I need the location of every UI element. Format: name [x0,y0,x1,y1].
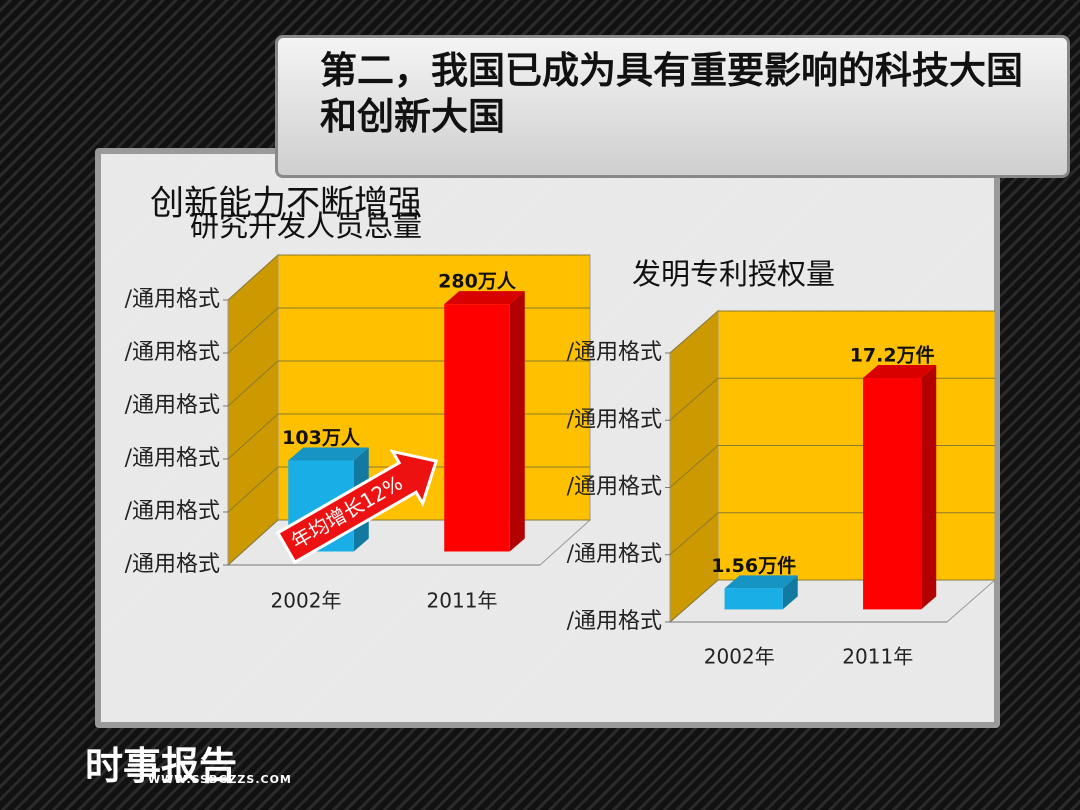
bar-side [921,365,937,610]
x-tick-label: 2002年 [271,589,342,613]
logo-url: WWW.SSBGZZS.COM [148,773,292,786]
bar [863,378,922,610]
y-tick-label: /通用格式 [567,542,662,567]
chart-title: 发明专利授权量 [632,257,835,291]
bar-side [782,575,798,610]
x-tick-label: 2011年 [842,645,913,669]
slide-title: 第二，我国已成为具有重要影响的科技大国和创新大国 [320,49,1023,138]
side-wall [227,253,279,567]
y-tick-label: /通用格式 [567,407,662,432]
bar-top [724,575,798,589]
bar [444,304,510,552]
x-tick-label: 2002年 [704,645,775,669]
y-tick-label: /通用格式 [567,475,662,500]
x-tick-label: 2011年 [427,589,498,613]
y-tick-label: /通用格式 [125,393,220,418]
grid-line [669,310,995,354]
bar [724,588,783,610]
logo: 时事报告 [85,744,238,788]
y-tick-label: /通用格式 [125,446,220,471]
bar-top [288,447,369,461]
chart-title: 研究开发人员总量 [190,209,422,243]
y-tick-label: /通用格式 [125,287,220,312]
y-tick-label: /通用格式 [125,552,220,577]
value-label: 1.56万件 [711,554,796,577]
title-box [275,35,1070,178]
y-tick-label: /通用格式 [125,499,220,524]
heading: 创新能力不断增强 [150,184,422,224]
bar-top [444,291,525,305]
y-tick-label: /通用格式 [567,609,662,634]
value-label: 280万人 [438,271,517,293]
floor [668,579,997,623]
value-label: 17.2万件 [850,344,935,367]
grid-line [227,254,590,301]
y-tick-label: /通用格式 [125,340,220,365]
value-label: 103万人 [282,427,361,449]
bar-side [509,291,525,552]
bar-top [863,365,937,379]
arrow-shape [275,449,439,565]
y-tick-label: /通用格式 [567,340,662,365]
